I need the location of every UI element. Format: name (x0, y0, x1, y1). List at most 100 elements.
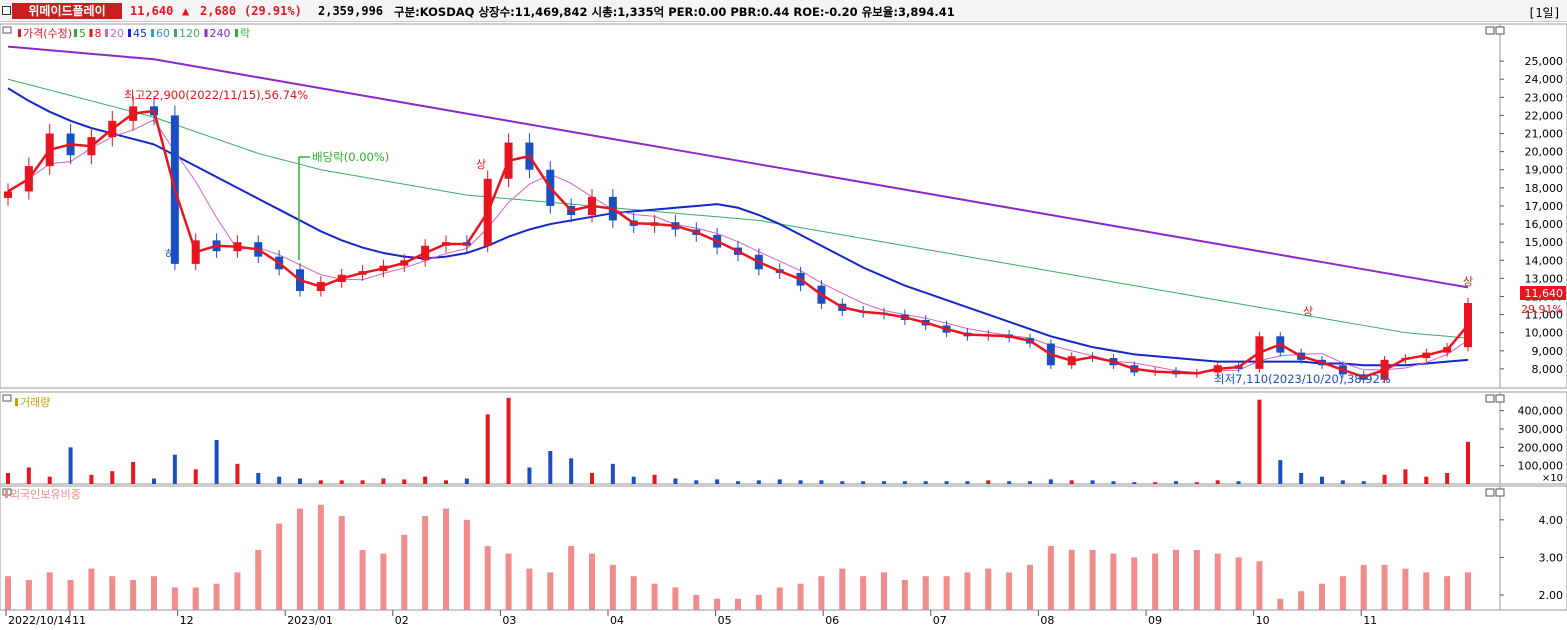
volume-bar (110, 471, 115, 484)
foreign-bar (171, 587, 178, 610)
volume-bar (777, 479, 782, 484)
change-percent: (29.91%) (244, 4, 302, 18)
volume-bar (882, 481, 886, 484)
volume-bar (1028, 481, 1032, 484)
volume-bar (861, 481, 866, 484)
foreign-bar (839, 568, 846, 610)
foreign-bar (276, 523, 283, 610)
foreign-bar (589, 553, 595, 610)
foreign-bar (985, 568, 992, 610)
volume-bar (464, 478, 469, 484)
foreign-bar (1381, 564, 1388, 610)
x-tick-label: 05 (718, 614, 732, 627)
foreign-bar (1277, 598, 1284, 610)
volume-bar (965, 481, 970, 484)
volume-bar (1215, 480, 1220, 484)
window-menu-icon[interactable] (2, 6, 11, 15)
period-selector[interactable]: [1일] (1528, 6, 1561, 20)
price-tick-label: 14,000 (1525, 254, 1564, 267)
volume-bar (506, 397, 511, 484)
volume-bar (840, 481, 845, 484)
price-panel-axis (1499, 23, 1567, 389)
header-bar: 위메이드플레이 11,640 ▲ 2,680 (29.91%) 2,359,99… (0, 0, 1567, 22)
foreign-bar (130, 579, 137, 610)
foreign-bar (88, 568, 95, 610)
foreign-bar (1298, 591, 1305, 610)
volume-bar (819, 480, 824, 484)
foreign-bar (5, 576, 11, 610)
volume-legend-swatch (15, 398, 18, 406)
legend-label-240: 240 (210, 27, 231, 40)
foreign-bar (651, 583, 658, 610)
foreign-bar (67, 579, 74, 610)
volume-legend-label: 거래량 (20, 396, 50, 409)
foreign-bar (463, 519, 470, 610)
price-tick-label: 16,000 (1525, 218, 1564, 231)
volume-bar (798, 480, 803, 484)
foreign-tick-label: 3.00 (1539, 551, 1564, 564)
volume-bar (256, 473, 261, 484)
foreign-bar (526, 568, 533, 610)
volume-bar (485, 414, 490, 484)
volume-bar (756, 480, 761, 484)
foreign-bar (630, 576, 637, 610)
volume-bar (1278, 460, 1283, 484)
volume-bar (381, 478, 386, 484)
volume-bar (944, 481, 949, 484)
foreign-bar (213, 583, 220, 610)
foreign-panel (0, 485, 1501, 611)
foreign-tick-label: 4.00 (1539, 514, 1564, 527)
legend-label-가격(수정): 가격(수정) (23, 27, 72, 40)
foreign-bar (1360, 564, 1367, 610)
volume-bar (694, 480, 699, 484)
volume-bar (1194, 482, 1199, 484)
legend-swatch (18, 29, 21, 37)
foreign-bar (422, 516, 429, 610)
legend-label-20: 20 (110, 27, 124, 40)
volume-tick-label: 100,000 (1518, 460, 1564, 473)
foreign-tick-label: 2.00 (1539, 589, 1564, 602)
stock-info: 구분:KOSDAQ 상장수:11,469,842 시총:1,335억 PER:0… (394, 5, 955, 19)
foreign-bar (255, 549, 262, 610)
foreign-panel-minimize-icon (1485, 488, 1495, 497)
volume-tick-label: 400,000 (1518, 405, 1564, 418)
foreign-legend-label: 외국인보유비중 (10, 488, 81, 501)
foreign-bar (1465, 572, 1471, 610)
foreign-bar (1152, 553, 1159, 610)
x-tick-label: 03 (502, 614, 516, 627)
foreign-bar (46, 572, 53, 610)
foreign-bar (317, 504, 324, 610)
volume-bar (1340, 480, 1345, 484)
price-panel-maximize-icon (1495, 26, 1505, 35)
volume-bar (652, 474, 657, 484)
price-panel-minimize-icon (1485, 26, 1495, 35)
price-tick-label: 13,000 (1525, 272, 1564, 285)
foreign-bar (693, 594, 700, 610)
change-up-icon: ▲ (182, 4, 190, 18)
legend-swatch (151, 29, 154, 37)
volume-bar (1257, 399, 1262, 484)
ma120-line (7, 78, 1469, 339)
ma240-line (7, 45, 1469, 289)
foreign-bar (151, 576, 157, 610)
limit-down-marker: 하 (165, 247, 175, 261)
volume-bar (360, 480, 365, 484)
volume-bar (548, 451, 553, 484)
price-tick-label: 15,000 (1525, 236, 1564, 249)
stock-name[interactable]: 위메이드플레이 (12, 3, 122, 19)
current-price: 11,640 (130, 4, 174, 18)
ma8-line (7, 109, 1469, 379)
legend-label-45: 45 (133, 27, 147, 40)
legend-label-락: 락 (240, 27, 250, 40)
x-tick-label: 2023/01 (287, 614, 333, 627)
foreign-bar (1235, 557, 1242, 610)
foreign-bar (568, 546, 575, 610)
foreign-bar (1193, 549, 1200, 610)
volume-bar (631, 476, 636, 484)
volume-bar (986, 480, 991, 484)
volume-bar (235, 463, 240, 484)
price-panel-menu-icon (2, 26, 12, 34)
low-annotation: 최저7,110(2023/10/20),38.92% (1214, 372, 1391, 386)
volume-bar (298, 478, 302, 484)
